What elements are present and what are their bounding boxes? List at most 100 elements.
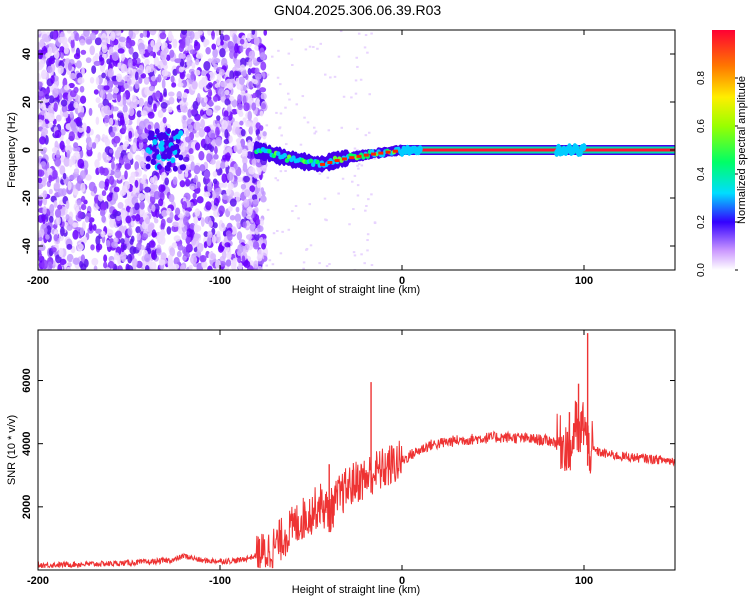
spectrogram-cell (237, 256, 242, 263)
spectrogram-cell (199, 255, 207, 263)
spectrogram-cell (342, 95, 346, 98)
colorbar-tick-label: 0.6 (696, 119, 707, 133)
spectrogram-cell (181, 30, 188, 35)
spectrogram-cell (80, 204, 87, 211)
spectrogram-cell (243, 39, 248, 49)
ridge-peak (371, 152, 377, 156)
spectrogram-cell (111, 51, 119, 62)
spectrogram-cell (275, 111, 278, 114)
spectrogram-cell (203, 191, 211, 198)
spectrogram-cell (356, 184, 360, 187)
colorbar-tick-label: 0.2 (696, 215, 707, 229)
spectrogram-cell (247, 68, 252, 76)
spectrogram-cell (190, 161, 195, 171)
ridge-peak (349, 156, 355, 160)
spectrogram-cell (212, 171, 218, 177)
spectrogram-cell (126, 68, 131, 75)
spectrogram-cell (48, 188, 53, 195)
spectrogram-cell (80, 182, 86, 193)
spectrogram-cell (189, 49, 197, 55)
spectrogram-cell (140, 110, 148, 117)
spectrogram-cell (284, 106, 287, 109)
spectrogram-cell (144, 58, 150, 66)
spectrogram-cell (301, 95, 305, 98)
spectrogram-cell (171, 225, 179, 233)
spectrogram-cell (122, 104, 128, 114)
spectrogram-cell (368, 93, 371, 96)
spectrogram-cell (39, 38, 45, 48)
spectrogram-cell (236, 141, 242, 150)
spectrogram-cell (265, 264, 269, 267)
spectrogram-cell (79, 39, 86, 46)
spectrogram-cell (203, 75, 208, 85)
spectrogram-cell (161, 133, 167, 140)
spectrogram-cell (243, 260, 251, 269)
spectrogram-cell (243, 175, 250, 183)
spectrogram-cell (170, 145, 176, 152)
spectrogram-cell (276, 76, 280, 79)
spectrogram-cell (228, 205, 233, 212)
colorbar: 0.0 0.2 0.4 0.6 0.8 Normalized spectral ampl… (696, 30, 748, 277)
spectrogram-cell (103, 261, 108, 269)
spectrogram-cell (95, 116, 100, 125)
spectrogram-cell (42, 206, 47, 215)
spectrogram-cell (238, 76, 245, 85)
spectrogram-cell (166, 161, 172, 168)
spectrogram-cell (68, 174, 76, 181)
y-tick-label: 20 (21, 96, 33, 108)
spectrogram-cell (143, 77, 150, 85)
spectrogram-cell (140, 178, 146, 185)
spectrogram-noise (38, 30, 377, 270)
spectrogram-cell (255, 122, 261, 130)
spectrogram-cell (164, 46, 169, 54)
spectrogram-cell (70, 39, 75, 49)
spectrogram-cell (194, 208, 201, 217)
spectrogram-cell (156, 39, 162, 47)
spectrogram-cell (239, 45, 244, 53)
spectrogram-cell (76, 199, 81, 206)
spectrogram-cell (356, 164, 359, 167)
spectrogram-cell (106, 92, 113, 101)
spectrogram-cell (79, 170, 87, 180)
spectrogram-cell (77, 127, 84, 133)
spectrogram-cell (213, 95, 219, 102)
spectrogram-cell (107, 68, 115, 78)
spectrogram-cell (221, 222, 225, 228)
spectrogram-cell (227, 104, 232, 112)
spectrogram-cell (281, 230, 284, 233)
spectrogram-cell (253, 173, 259, 179)
spectrogram-cell (94, 197, 99, 204)
spectrogram-cell (325, 265, 329, 268)
spectrogram-cell (159, 145, 165, 152)
spectrogram-cell (113, 252, 120, 261)
spectrogram-cell (176, 250, 182, 258)
spectrogram-cell (266, 208, 270, 211)
spectrogram-cell (337, 55, 341, 58)
spectrogram-cell (139, 200, 145, 210)
spectrogram-cell (212, 222, 218, 229)
spectrogram-cell (38, 30, 42, 35)
spectrogram-cell (165, 54, 171, 62)
spectrogram-cell (95, 76, 100, 86)
spectrogram-cell (276, 179, 280, 182)
spectrogram-cell (290, 38, 293, 41)
spectrogram-cell (167, 91, 175, 97)
spectrogram-cell (211, 205, 218, 211)
spectrogram-cell (122, 142, 128, 151)
spectrogram-cell (229, 215, 236, 221)
spectrogram-cell (119, 251, 127, 260)
spectrogram-cell (256, 180, 261, 189)
spectrogram-cell (85, 36, 93, 45)
spectrogram-cell (159, 235, 166, 245)
spectrogram-cell (103, 114, 110, 124)
spectrogram-cell (68, 159, 73, 168)
spectrogram-cell (46, 225, 52, 235)
spectrogram-cell (182, 92, 188, 99)
spectrogram-cell (182, 255, 187, 261)
spectrogram-cell (193, 216, 199, 225)
spectrogram-cell (182, 216, 189, 226)
spectrogram-cell (234, 43, 239, 54)
spectrogram-cell (106, 30, 111, 35)
spectrogram-cell (249, 185, 256, 193)
spectrogram-cell (276, 229, 279, 232)
